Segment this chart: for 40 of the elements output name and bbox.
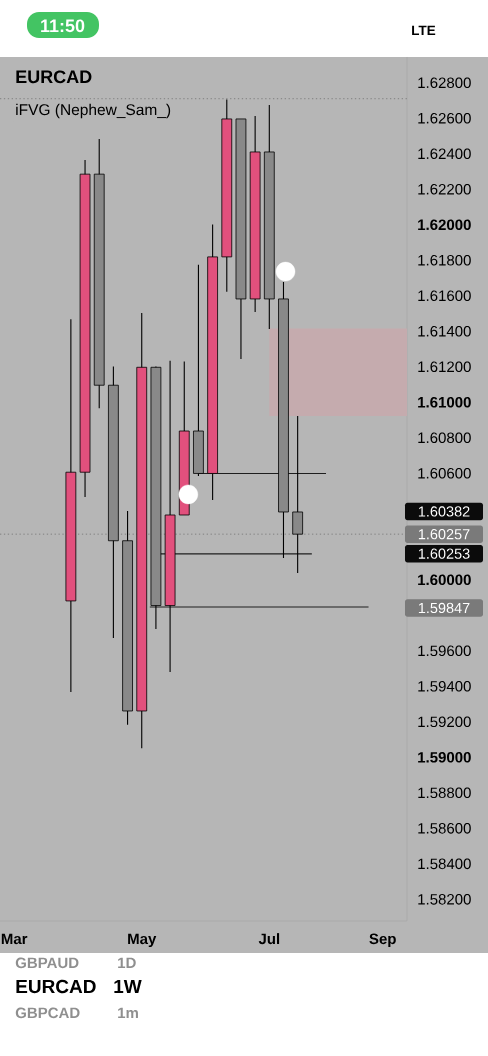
text: GBPCAD	[15, 1007, 80, 1019]
ref-line-label: 1.60257	[418, 529, 470, 540]
y-tick-label: 1.62400	[418, 148, 471, 160]
candlestick	[292, 415, 304, 574]
y-tick-label: 1.58800	[418, 787, 471, 799]
text: 1.60253	[418, 548, 470, 559]
text: LTE	[412, 25, 436, 35]
x-tick-label: Sep	[369, 933, 396, 948]
text: iFVG (Nephew_Sam_)	[16, 103, 171, 119]
y-tick-label: 1.59600	[418, 645, 471, 657]
y-tick-label: 1.61400	[418, 325, 471, 337]
y-tick-label: 1.59400	[418, 681, 471, 692]
y-tick-label: 1.58600	[418, 823, 471, 834]
y-tick-label: 1.60000	[418, 574, 471, 586]
text: 11:50	[41, 19, 85, 33]
y-tick-label: 1.59000	[418, 752, 471, 763]
text: EURCAD	[16, 70, 92, 84]
y-tick-label: 1.62800	[418, 77, 471, 89]
text: 1m	[118, 1007, 138, 1018]
y-tick-label: 1.61800	[418, 254, 471, 266]
text: 1.59847	[418, 602, 470, 614]
y-tick-label: 1.62600	[418, 112, 471, 124]
x-tick-label: Jul	[258, 933, 280, 945]
y-tick-label: 1.61200	[418, 361, 471, 373]
y-tick-label: 1.60800	[418, 432, 471, 444]
y-tick-label: 1.62000	[418, 219, 471, 231]
y-tick-label: 1.61600	[418, 290, 471, 302]
y-tick-label: 1.62200	[418, 183, 471, 195]
y-tick-label: 1.61000	[418, 396, 471, 408]
text: GBPAUD	[15, 957, 79, 969]
y-tick-label: 1.58200	[418, 894, 471, 905]
y-tick-label: 1.60600	[418, 467, 471, 479]
text: 1.60382	[418, 506, 470, 517]
x-tick-label: Mar	[1, 933, 28, 945]
x-tick-label: May	[128, 933, 157, 948]
y-tick-label: 1.58400	[418, 858, 471, 870]
text: 1D	[118, 957, 136, 968]
text: EURCAD	[16, 979, 96, 994]
y-tick-label: 1.59200	[418, 716, 471, 728]
text: 1W	[114, 979, 142, 993]
